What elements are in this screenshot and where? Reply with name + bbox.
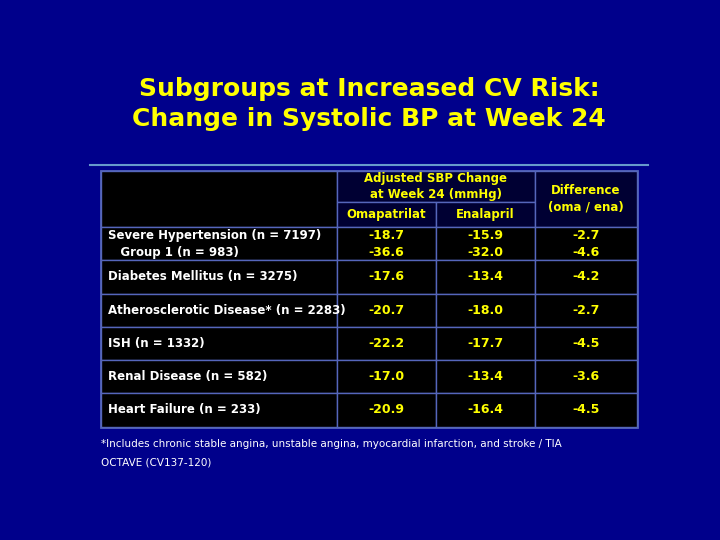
Bar xyxy=(337,393,436,427)
Bar xyxy=(535,227,636,260)
Bar xyxy=(535,327,636,360)
Text: -17.7: -17.7 xyxy=(467,337,503,350)
Bar xyxy=(535,260,636,294)
Bar xyxy=(535,294,636,327)
Text: -15.9
-32.0: -15.9 -32.0 xyxy=(467,229,503,259)
Bar xyxy=(101,260,337,294)
Bar xyxy=(337,202,436,227)
Text: *Includes chronic stable angina, unstable angina, myocardial infarction, and str: *Includes chronic stable angina, unstabl… xyxy=(101,439,562,449)
Text: -20.7: -20.7 xyxy=(369,303,405,316)
Text: -13.4: -13.4 xyxy=(467,370,503,383)
Text: -17.6: -17.6 xyxy=(369,271,405,284)
Text: OCTAVE (CV137-120): OCTAVE (CV137-120) xyxy=(101,458,212,468)
Bar xyxy=(337,294,436,327)
Text: -2.7
-4.6: -2.7 -4.6 xyxy=(572,229,600,259)
Text: Atherosclerotic Disease* (n = 2283): Atherosclerotic Disease* (n = 2283) xyxy=(108,303,346,316)
Bar xyxy=(101,227,337,260)
Text: Enalapril: Enalapril xyxy=(456,208,515,221)
Bar xyxy=(436,202,535,227)
Text: Difference
(oma / ena): Difference (oma / ena) xyxy=(548,185,624,213)
Text: Renal Disease (n = 582): Renal Disease (n = 582) xyxy=(108,370,267,383)
Text: -2.7: -2.7 xyxy=(572,303,600,316)
Text: Subgroups at Increased CV Risk:
Change in Systolic BP at Week 24: Subgroups at Increased CV Risk: Change i… xyxy=(132,77,606,131)
Bar xyxy=(101,327,337,360)
Text: -4.5: -4.5 xyxy=(572,337,600,350)
Bar xyxy=(436,260,535,294)
Bar xyxy=(436,294,535,327)
Bar xyxy=(337,171,535,202)
Text: Diabetes Mellitus (n = 3275): Diabetes Mellitus (n = 3275) xyxy=(108,271,297,284)
Bar xyxy=(337,260,436,294)
Text: -17.0: -17.0 xyxy=(369,370,405,383)
Text: ISH (n = 1332): ISH (n = 1332) xyxy=(108,337,204,350)
Bar xyxy=(337,227,436,260)
Bar xyxy=(436,327,535,360)
Bar xyxy=(436,393,535,427)
Bar xyxy=(436,227,535,260)
Text: -4.5: -4.5 xyxy=(572,403,600,416)
Bar xyxy=(101,393,337,427)
Text: Severe Hypertension (n = 7197)
   Group 1 (n = 983): Severe Hypertension (n = 7197) Group 1 (… xyxy=(108,229,321,259)
Text: -3.6: -3.6 xyxy=(572,370,600,383)
Text: Omapatrilat: Omapatrilat xyxy=(346,208,426,221)
Bar xyxy=(337,360,436,393)
Bar xyxy=(535,393,636,427)
Text: -4.2: -4.2 xyxy=(572,271,600,284)
Text: -13.4: -13.4 xyxy=(467,271,503,284)
Text: Adjusted SBP Change
at Week 24 (mmHg): Adjusted SBP Change at Week 24 (mmHg) xyxy=(364,172,508,201)
Text: -16.4: -16.4 xyxy=(467,403,503,416)
Text: -18.0: -18.0 xyxy=(467,303,503,316)
Text: -18.7
-36.6: -18.7 -36.6 xyxy=(369,229,405,259)
Bar xyxy=(436,360,535,393)
Bar xyxy=(337,327,436,360)
Text: -20.9: -20.9 xyxy=(369,403,405,416)
Text: -22.2: -22.2 xyxy=(369,337,405,350)
Bar xyxy=(535,360,636,393)
Text: Heart Failure (n = 233): Heart Failure (n = 233) xyxy=(108,403,261,416)
Bar xyxy=(101,294,337,327)
Bar xyxy=(101,360,337,393)
